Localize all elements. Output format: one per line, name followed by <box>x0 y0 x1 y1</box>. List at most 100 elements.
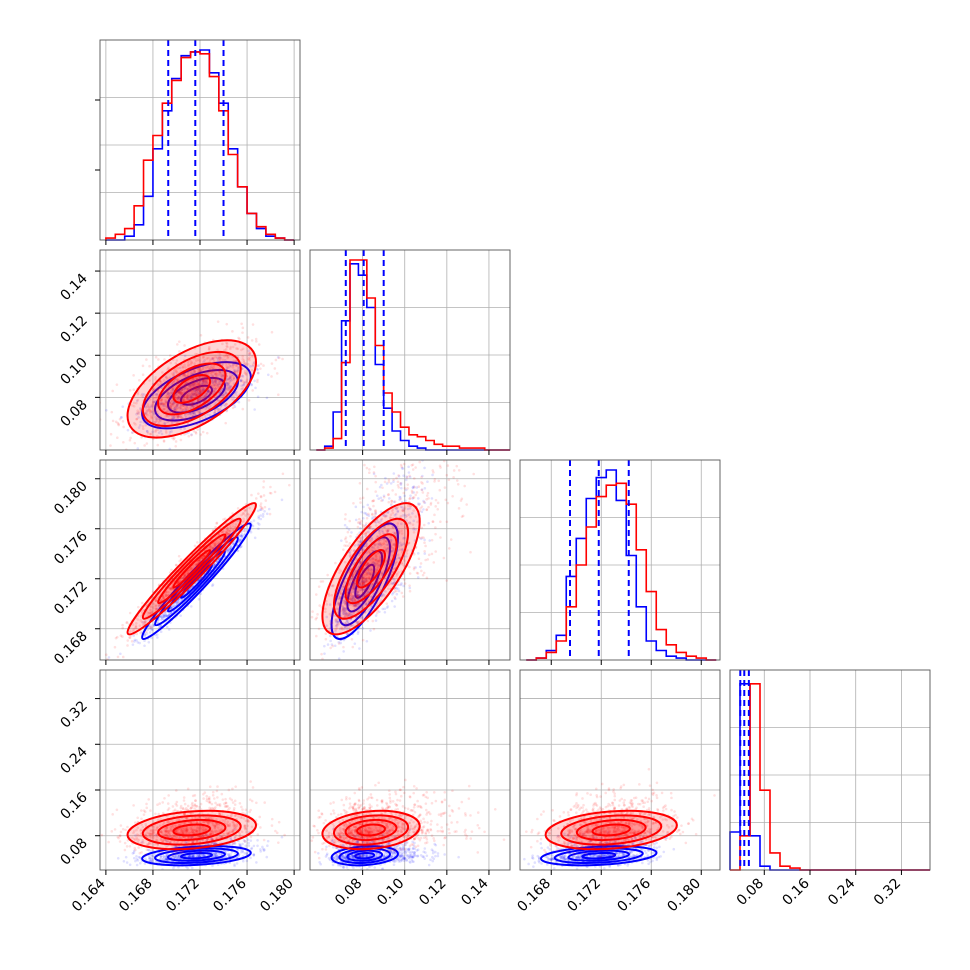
blue-sample-point <box>172 371 176 375</box>
blue-sample-point <box>179 614 182 617</box>
blue-sample-point <box>228 385 232 389</box>
blue-sample-point <box>188 384 191 388</box>
red-sample-point <box>450 427 453 430</box>
blue-sample-point <box>126 428 130 432</box>
red-sample-point <box>141 373 145 377</box>
red-sample-point <box>162 439 166 442</box>
red-sample-point <box>141 364 145 368</box>
red-sample-point <box>434 454 437 457</box>
red-sample-point <box>156 443 160 447</box>
blue-sample-point <box>239 379 242 383</box>
red-sample-point <box>224 347 228 351</box>
blue-sample-point <box>249 365 252 368</box>
red-sample-point <box>190 383 193 386</box>
blue-sample-point <box>208 404 212 408</box>
blue-sample-point <box>167 414 170 418</box>
red-sample-point <box>202 355 205 359</box>
red-sample-point <box>195 359 198 362</box>
blue-sample-point <box>350 531 353 534</box>
red-sample-point <box>137 378 141 382</box>
blue-sample-point <box>145 429 149 433</box>
red-sample-point <box>400 465 404 469</box>
red-sample-point <box>445 579 448 582</box>
blue-sample-point <box>170 415 174 419</box>
blue-sample-point <box>395 592 399 596</box>
red-sample-point <box>169 406 173 410</box>
blue-sample-point <box>392 472 396 475</box>
red-sample-point <box>212 389 216 393</box>
red-sample-point <box>165 405 168 408</box>
red-sample-point <box>413 486 416 489</box>
blue-sample-point <box>184 408 188 411</box>
red-sample-point <box>186 395 190 398</box>
blue-sample-point <box>175 393 179 397</box>
red-sample-point <box>149 626 152 630</box>
blue-sample-point <box>206 413 209 416</box>
red-sample-point <box>126 644 129 647</box>
blue-sample-point <box>204 391 208 395</box>
blue-sample-point <box>212 411 216 415</box>
blue-sample-point <box>223 403 226 406</box>
blue-sample-point <box>144 619 147 623</box>
blue-sample-point <box>261 515 265 518</box>
red-sample-point <box>254 337 258 341</box>
red-sample-point <box>151 402 155 406</box>
blue-sample-point <box>205 381 208 385</box>
red-sample-point <box>215 372 219 376</box>
blue-sample-point <box>193 389 197 393</box>
red-sample-point <box>215 377 218 380</box>
red-sample-point <box>176 343 179 346</box>
blue-sample-point <box>165 625 169 629</box>
red-sample-point <box>194 352 197 356</box>
blue-sample-point <box>199 391 202 394</box>
blue-sample-point <box>240 532 244 536</box>
blue-sample-point <box>253 379 256 383</box>
blue-sample-point <box>205 381 209 384</box>
red-sample-point <box>400 591 404 595</box>
blue-sample-point <box>240 387 244 391</box>
red-sample-point <box>191 401 195 405</box>
red-sample-point <box>203 398 206 401</box>
blue-sample-point <box>239 379 243 383</box>
blue-sample-point <box>139 420 142 424</box>
blue-sample-point <box>430 497 434 500</box>
blue-sample-point <box>171 402 174 406</box>
blue-sample-point <box>217 399 220 402</box>
blue-sample-point <box>190 433 193 436</box>
blue-sample-point <box>160 616 164 620</box>
blue-sample-point <box>169 607 173 610</box>
red-sample-point <box>240 348 243 352</box>
red-sample-point <box>111 419 115 423</box>
red-sample-point <box>268 491 272 495</box>
red-sample-point <box>216 386 220 390</box>
red-sample-point <box>181 408 185 411</box>
red-sample-point <box>445 473 449 477</box>
blue-sample-point <box>177 396 180 400</box>
red-sample-point <box>111 389 114 393</box>
blue-sample-point <box>227 377 230 381</box>
blue-sample-point <box>155 633 159 636</box>
red-sample-point <box>109 432 113 436</box>
blue-sample-point <box>173 416 176 419</box>
red-sample-point <box>89 459 92 462</box>
red-sample-point <box>117 423 120 427</box>
blue-sample-point <box>408 586 412 590</box>
red-sample-point <box>233 343 237 346</box>
red-sample-point <box>197 370 200 374</box>
red-sample-point <box>150 392 154 396</box>
red-sample-point <box>193 385 196 388</box>
red-sample-point <box>195 393 199 397</box>
blue-sample-point <box>225 385 229 388</box>
red-sample-point <box>172 437 175 441</box>
blue-sample-point <box>418 565 422 569</box>
blue-sample-point <box>222 393 225 397</box>
red-sample-point <box>414 466 417 469</box>
red-sample-point <box>159 399 163 403</box>
red-sample-point <box>210 372 213 375</box>
blue-sample-point <box>191 405 195 408</box>
red-sample-point <box>110 410 114 414</box>
red-sample-point <box>259 362 263 366</box>
red-sample-point <box>173 405 176 408</box>
blue-sample-point <box>243 532 247 536</box>
red-sample-point <box>205 431 209 435</box>
